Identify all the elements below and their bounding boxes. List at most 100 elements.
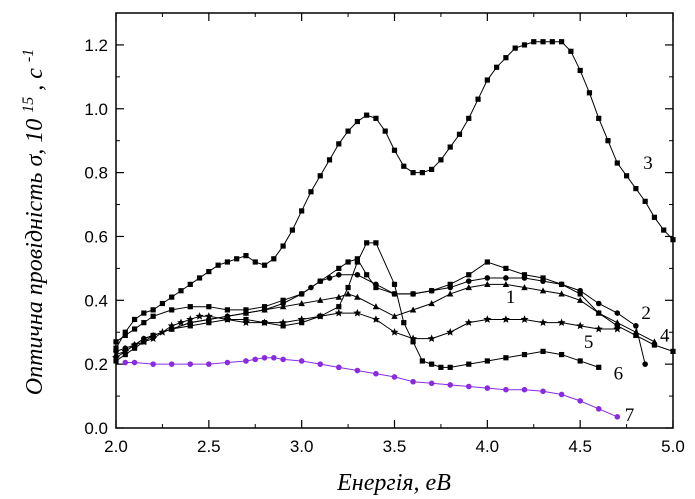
data-point	[326, 275, 333, 281]
x-tick-label: 2.0	[104, 437, 128, 456]
data-point	[428, 380, 435, 387]
data-point	[595, 300, 602, 307]
data-point	[521, 386, 528, 393]
x-tick-label: 3.0	[290, 437, 314, 456]
data-point	[447, 364, 453, 370]
data-point	[234, 256, 240, 262]
data-point	[613, 324, 622, 333]
data-point	[557, 318, 566, 327]
data-point	[586, 90, 593, 96]
data-point	[447, 144, 453, 150]
data-point	[373, 115, 379, 121]
data-point	[642, 361, 648, 367]
x-tick-label: 2.5	[197, 437, 221, 456]
y-axis-title-exp: 15	[20, 97, 37, 113]
data-point	[633, 185, 639, 192]
data-point	[280, 297, 286, 303]
data-point	[559, 39, 565, 45]
data-point	[261, 354, 268, 361]
y-tick-label: 1.2	[84, 36, 108, 55]
x-tick-label: 5.0	[661, 437, 685, 456]
data-point	[438, 157, 444, 163]
data-point	[549, 39, 555, 45]
data-point	[494, 64, 500, 70]
data-point	[466, 115, 472, 121]
data-point	[614, 160, 620, 166]
data-point	[241, 318, 250, 327]
data-point	[224, 307, 230, 313]
data-point	[484, 358, 490, 364]
data-point	[670, 237, 676, 243]
data-point	[187, 361, 194, 367]
series-line	[115, 274, 646, 365]
data-point	[215, 262, 221, 268]
data-point	[391, 312, 398, 319]
data-point	[353, 308, 362, 317]
data-point	[371, 315, 380, 323]
series-label-7: 7	[625, 405, 635, 426]
data-point	[206, 304, 212, 310]
data-point	[122, 351, 128, 358]
data-point	[317, 296, 324, 303]
data-point	[354, 259, 360, 265]
data-point	[484, 275, 491, 281]
data-point	[336, 271, 342, 278]
data-point	[661, 227, 667, 233]
data-point	[410, 339, 416, 345]
data-point	[113, 345, 119, 351]
data-point	[401, 320, 407, 326]
data-point	[187, 304, 193, 310]
y-tick-label: 0.8	[84, 164, 108, 183]
data-point	[224, 359, 231, 366]
data-point	[113, 339, 119, 345]
data-point	[539, 318, 548, 327]
data-point	[131, 345, 138, 351]
data-point	[372, 303, 380, 310]
data-point	[502, 280, 510, 287]
data-point	[577, 291, 583, 297]
data-point	[354, 118, 360, 125]
data-point	[670, 348, 676, 354]
data-point	[391, 291, 398, 297]
data-point	[539, 287, 547, 294]
data-point	[122, 329, 128, 335]
data-point	[131, 326, 138, 332]
series-layer	[112, 39, 676, 420]
data-point	[373, 240, 379, 246]
data-point	[466, 272, 472, 278]
data-point	[540, 388, 546, 395]
data-point	[224, 259, 230, 265]
data-point	[354, 367, 361, 374]
data-point	[558, 391, 565, 398]
data-point	[299, 208, 305, 214]
data-point	[336, 304, 342, 310]
data-point	[503, 275, 509, 281]
data-point	[252, 356, 259, 363]
data-point	[576, 296, 584, 303]
y-tick-label: 0.4	[84, 291, 108, 310]
data-point	[465, 278, 472, 284]
data-point	[503, 386, 509, 393]
x-tick-labels: 2.0 2.5 3.0 3.5 4.0 4.5 5.0	[104, 437, 685, 456]
data-point	[279, 303, 287, 310]
data-point	[317, 361, 324, 367]
data-point	[326, 157, 333, 163]
data-point	[150, 313, 156, 319]
data-point	[354, 256, 360, 262]
data-point	[633, 323, 639, 329]
data-point	[364, 272, 370, 278]
series-2	[113, 256, 676, 354]
data-point	[169, 307, 175, 313]
data-point	[651, 338, 658, 345]
data-point	[122, 359, 129, 366]
data-point	[651, 214, 658, 220]
data-point	[521, 42, 528, 48]
data-point	[317, 313, 323, 319]
data-point	[261, 320, 268, 326]
data-point	[447, 382, 454, 388]
data-point	[577, 67, 583, 74]
data-point	[364, 240, 370, 246]
series-labels: 1 2 3 4 567	[506, 153, 670, 426]
data-point	[484, 259, 490, 265]
y-tick-label: 0.2	[84, 355, 108, 374]
